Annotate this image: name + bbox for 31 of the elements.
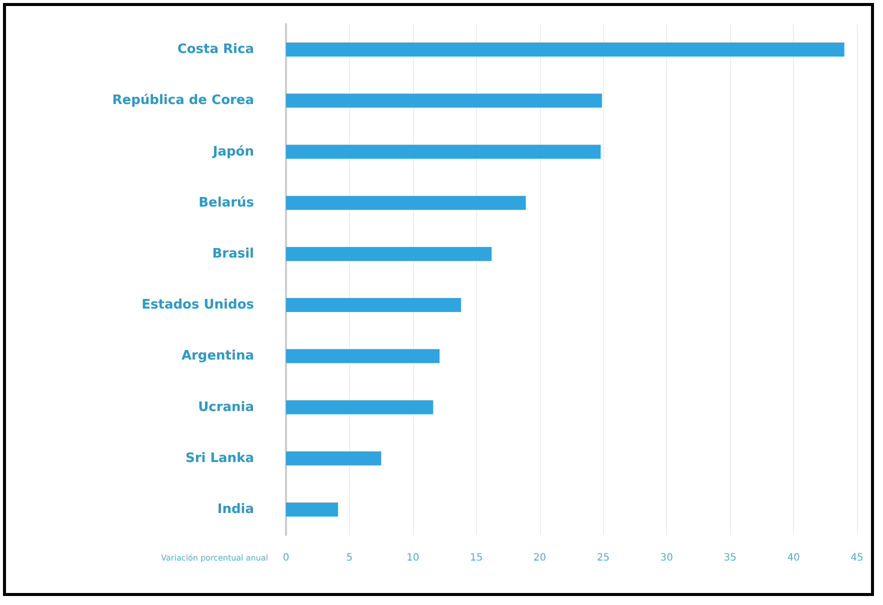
x-tick-label: 20 [533,552,546,564]
y-tick-label: Sri Lanka [186,450,254,466]
y-tick-label: Costa Rica [177,42,254,58]
x-tick-label: 40 [787,552,800,564]
bar [286,502,338,516]
y-tick-label: Argentina [181,348,254,364]
bar [286,400,434,414]
y-tick-label: Brasil [212,246,254,262]
bar [286,94,602,108]
y-tick-label: Ucrania [198,400,254,415]
y-tick-label: Estados Unidos [142,298,254,313]
x-axis-title: Variación porcentual anual [161,554,268,562]
bar [286,451,382,466]
y-tick-label: Belarús [198,195,254,210]
y-tick-label: República de Corea [112,93,254,108]
y-tick-label: Japón [212,144,254,160]
x-tick-label: 45 [850,552,864,564]
bar [286,196,526,210]
x-tick-label: 30 [660,552,674,564]
y-tick-label: India [217,502,254,517]
x-tick-label: 25 [596,552,610,564]
bar [286,349,440,364]
bar [286,246,492,261]
x-tick-label: 0 [282,552,290,564]
bar [286,298,462,312]
x-tick-label: 10 [406,552,420,564]
x-tick-label: 35 [724,552,736,564]
bar [286,144,601,159]
x-tick-label: 5 [346,552,353,564]
x-tick-label: 15 [470,552,483,564]
bar [286,42,844,57]
